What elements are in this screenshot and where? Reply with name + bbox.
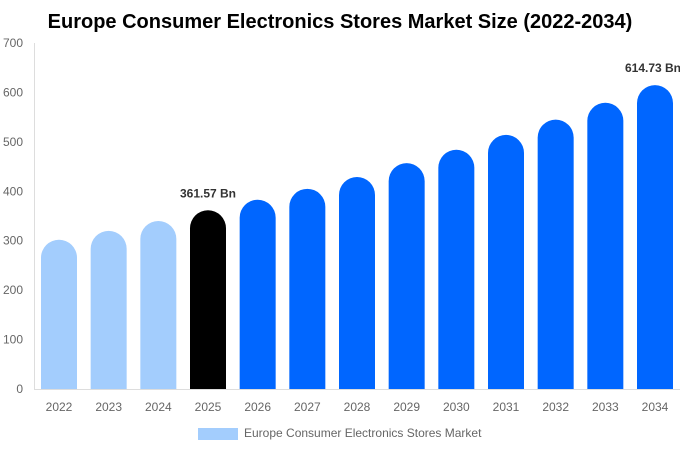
x-tick-label: 2030 [443,400,470,414]
y-tick-label: 600 [3,85,23,99]
bar-2026[interactable] [239,199,276,389]
x-tick-label: 2023 [95,400,122,414]
bar-2025[interactable] [190,210,226,389]
bar-2028[interactable] [339,176,375,389]
x-tick-label: 2028 [344,400,371,414]
legend-label[interactable]: Europe Consumer Electronics Stores Marke… [244,426,482,440]
x-tick-label: 2027 [294,400,321,414]
x-tick-label: 2031 [493,400,520,414]
x-tick-label: 2032 [542,400,569,414]
y-tick-label: 500 [3,135,23,149]
y-tick-label: 700 [3,36,23,50]
x-tick-label: 2025 [195,400,222,414]
bar-2027[interactable] [289,188,326,389]
data-label: 614.73 Bn [625,61,680,75]
y-tick-label: 300 [3,234,23,248]
bar-2029[interactable] [388,163,425,389]
y-tick-label: 200 [3,283,23,297]
legend-swatch [198,428,238,440]
bar-2032[interactable] [537,119,574,389]
bar-2023[interactable] [90,230,127,389]
x-tick-label: 2034 [642,400,669,414]
y-tick-label: 100 [3,333,23,347]
bar-2034[interactable] [637,85,673,390]
bar-2033[interactable] [587,102,624,390]
y-tick-label: 0 [16,382,23,396]
x-tick-label: 2022 [46,400,73,414]
x-tick-label: 2024 [145,400,172,414]
chart-title: Europe Consumer Electronics Stores Marke… [48,11,633,33]
bar-2022[interactable] [41,239,77,389]
data-label: 361.57 Bn [180,186,236,200]
bar-2030[interactable] [438,149,475,389]
x-tick-label: 2026 [244,400,271,414]
x-tick-label: 2029 [393,400,420,414]
bar-2031[interactable] [488,134,524,389]
bar-2024[interactable] [140,220,177,389]
y-tick-label: 400 [3,184,23,198]
x-tick-label: 2033 [592,400,619,414]
